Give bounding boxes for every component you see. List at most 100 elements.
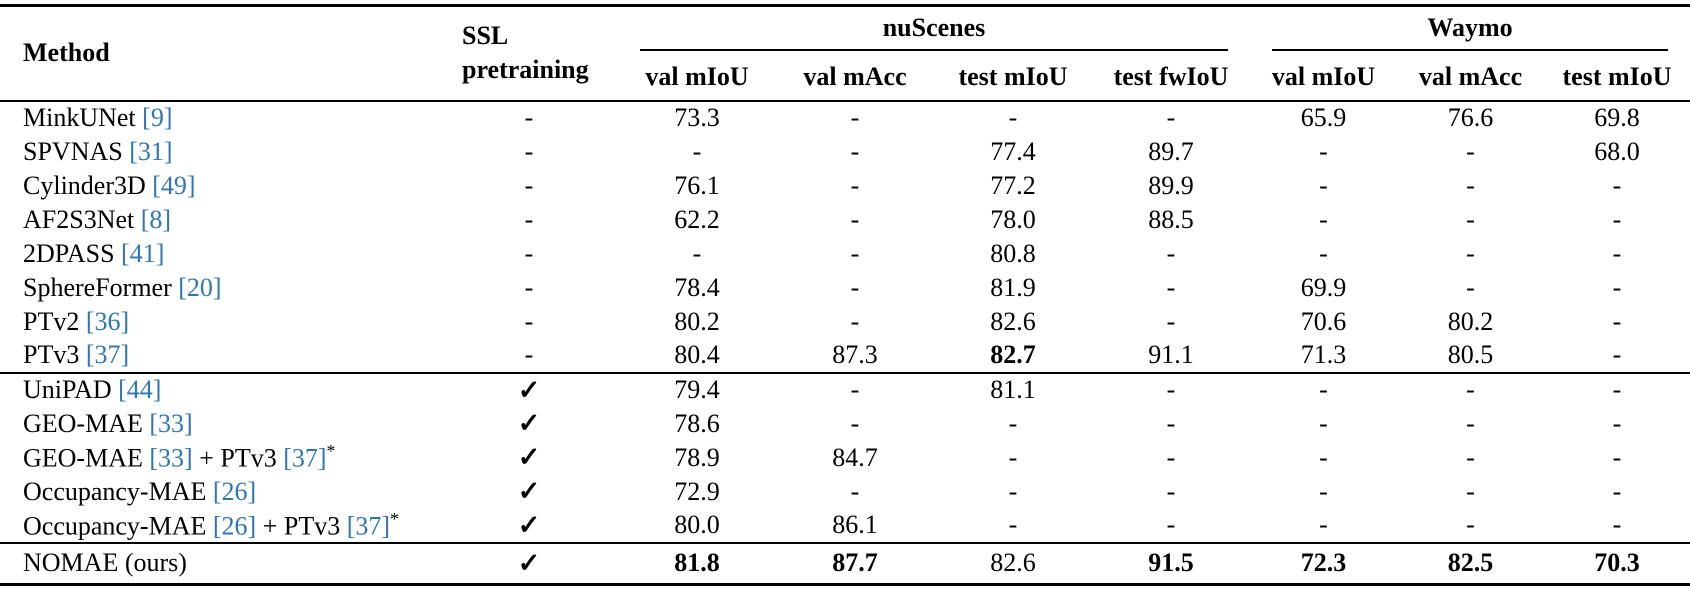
ssl-checkmark: ✓ <box>440 541 618 585</box>
group-label-waymo: Waymo <box>1427 13 1513 42</box>
citation-link[interactable]: [26] <box>212 476 257 506</box>
metric-value: 81.8 <box>618 541 776 585</box>
citation-link[interactable]: [20] <box>178 272 222 302</box>
column-header-ssl-pretraining: SSL pretraining <box>440 5 618 102</box>
citation-link[interactable]: [31] <box>129 136 173 166</box>
metric-value: 87.3 <box>832 340 878 369</box>
metric-value: - <box>776 371 934 407</box>
ssl-dash: - <box>524 170 534 200</box>
metric-value: - <box>1319 442 1328 472</box>
table-row: Cylinder3D [49] - 76.1 - 77.2 89.9 - - - <box>0 169 1690 203</box>
metric-value: - <box>1008 476 1018 506</box>
column-header-nuscenes-val-macc: val mAcc <box>776 53 934 102</box>
metric-value: - <box>1319 510 1328 539</box>
metric-value: - <box>1612 170 1622 200</box>
header-subcolumn-row: val mIoU val mAcc test mIoU test fwIoU v… <box>0 53 1690 102</box>
citation-link[interactable]: [37] <box>346 511 391 541</box>
method-name: Occupancy-MAE [26] <box>0 475 440 509</box>
table-row: NOMAE (ours) ✓ 81.8 87.7 82.6 91.5 72.3 82.5 70.… <box>0 541 1690 585</box>
ssl-checkmark: ✓ <box>517 442 541 472</box>
metric-value: 82.6 <box>934 541 1092 585</box>
metric-value: 89.9 <box>1148 170 1194 200</box>
metric-value: - <box>850 136 860 166</box>
method-text: Cylinder3D <box>23 170 153 200</box>
ssl-header-line2: pretraining <box>462 55 589 85</box>
metric-value: - <box>1544 371 1690 407</box>
citation-link[interactable]: [41] <box>121 238 165 268</box>
metric-value: 80.2 <box>674 306 720 336</box>
method-text: PTv3 <box>23 340 86 369</box>
metric-value: - <box>1612 476 1622 506</box>
metric-value: - <box>1612 408 1622 438</box>
metric-value: - <box>1319 136 1328 166</box>
citation-link[interactable]: [37] <box>283 443 327 473</box>
metric-value: - <box>1466 408 1475 438</box>
citation-link[interactable]: [26] <box>212 511 257 541</box>
method-name: SphereFormer [20] <box>0 271 440 305</box>
metric-value: - <box>850 170 860 200</box>
citation-link[interactable]: [36] <box>85 306 130 336</box>
metric-value: - <box>1612 272 1622 302</box>
citation-link[interactable]: [9] <box>142 103 173 132</box>
ssl-checkmark: ✓ <box>517 408 541 438</box>
citation-link[interactable]: [44] <box>118 375 162 404</box>
metric-value: 91.5 <box>1092 541 1251 585</box>
metric-value: - <box>1319 170 1328 200</box>
metric-value: 81.1 <box>934 371 1092 407</box>
footnote-asterisk: * <box>326 441 336 462</box>
method-text: AF2S3Net <box>23 204 141 234</box>
metric-value: 81.9 <box>990 272 1036 302</box>
table-row: SphereFormer [20] - 78.4 - 81.9 - 69.9 - - <box>0 271 1690 305</box>
table-row: PTv3 [37] - 80.4 87.3 82.7 91.1 71.3 80.5 - <box>0 339 1690 373</box>
metric-value: - <box>1319 238 1328 268</box>
column-header-nuscenes-val-miou: val mIoU <box>618 53 776 102</box>
ssl-checkmark: ✓ <box>440 371 618 407</box>
metric-value: - <box>1466 476 1475 506</box>
method-text: PTv2 <box>23 306 86 336</box>
metric-value: - <box>1397 371 1545 407</box>
method-text: MinkUNet <box>23 103 143 132</box>
metric-value: 72.9 <box>674 476 720 506</box>
metric-value: - <box>692 238 702 268</box>
table-row: Occupancy-MAE [26] ✓ 72.9 - - - - - - <box>0 475 1690 509</box>
metric-value: - <box>1166 476 1176 506</box>
method-name: SPVNAS [31] <box>0 135 440 169</box>
method-name: Cylinder3D [49] <box>0 169 440 203</box>
table-row: Occupancy-MAE [26] + PTv3 [37]* ✓ 80.0 86.1… <box>0 509 1690 543</box>
method-text: SPVNAS <box>23 136 130 166</box>
table-row: UniPAD [44] ✓ 79.4-81.1- - - - <box>0 371 1690 407</box>
method-text: + PTv3 <box>256 511 347 541</box>
metric-value: - <box>1008 103 1018 132</box>
metric-value: - <box>1466 510 1475 539</box>
table-body: MinkUNet [9] - 73.3 - - - 65.9 76.6 69.8 SPVNAS [… <box>0 101 1690 585</box>
citation-link[interactable]: [49] <box>152 170 196 200</box>
ssl-checkmark: ✓ <box>517 509 541 540</box>
metric-value: - <box>1092 371 1251 407</box>
metric-value: 78.4 <box>674 272 720 302</box>
metric-value: - <box>1319 204 1328 234</box>
metric-value: - <box>1466 170 1475 200</box>
column-header-nuscenes-test-fwiou: test fwIoU <box>1092 53 1251 102</box>
metric-value: - <box>1166 408 1176 438</box>
metric-value: - <box>1166 510 1176 539</box>
metric-value: 78.6 <box>674 408 720 438</box>
group-header-waymo: Waymo <box>1250 6 1690 54</box>
metric-value: 82.5 <box>1397 541 1545 585</box>
metric-value: - <box>1319 476 1328 506</box>
method-text: Occupancy-MAE <box>23 476 213 506</box>
metric-value: - <box>1166 272 1176 302</box>
metric-value: - <box>850 408 860 438</box>
metric-value: - <box>1008 408 1018 438</box>
method-text: GEO-MAE <box>23 408 150 438</box>
metric-value: - <box>850 204 860 234</box>
metric-value: 78.0 <box>990 204 1036 234</box>
citation-link[interactable]: [8] <box>140 204 172 234</box>
citation-link[interactable]: [37] <box>85 340 130 369</box>
citation-link[interactable]: [33] <box>149 408 193 438</box>
metric-value: 65.9 <box>1300 103 1347 132</box>
metric-value: - <box>850 238 860 268</box>
method-text: GEO-MAE <box>23 443 150 473</box>
citation-link[interactable]: [33] <box>149 443 193 473</box>
metric-value: - <box>1612 238 1622 268</box>
metric-value: - <box>1612 340 1622 369</box>
